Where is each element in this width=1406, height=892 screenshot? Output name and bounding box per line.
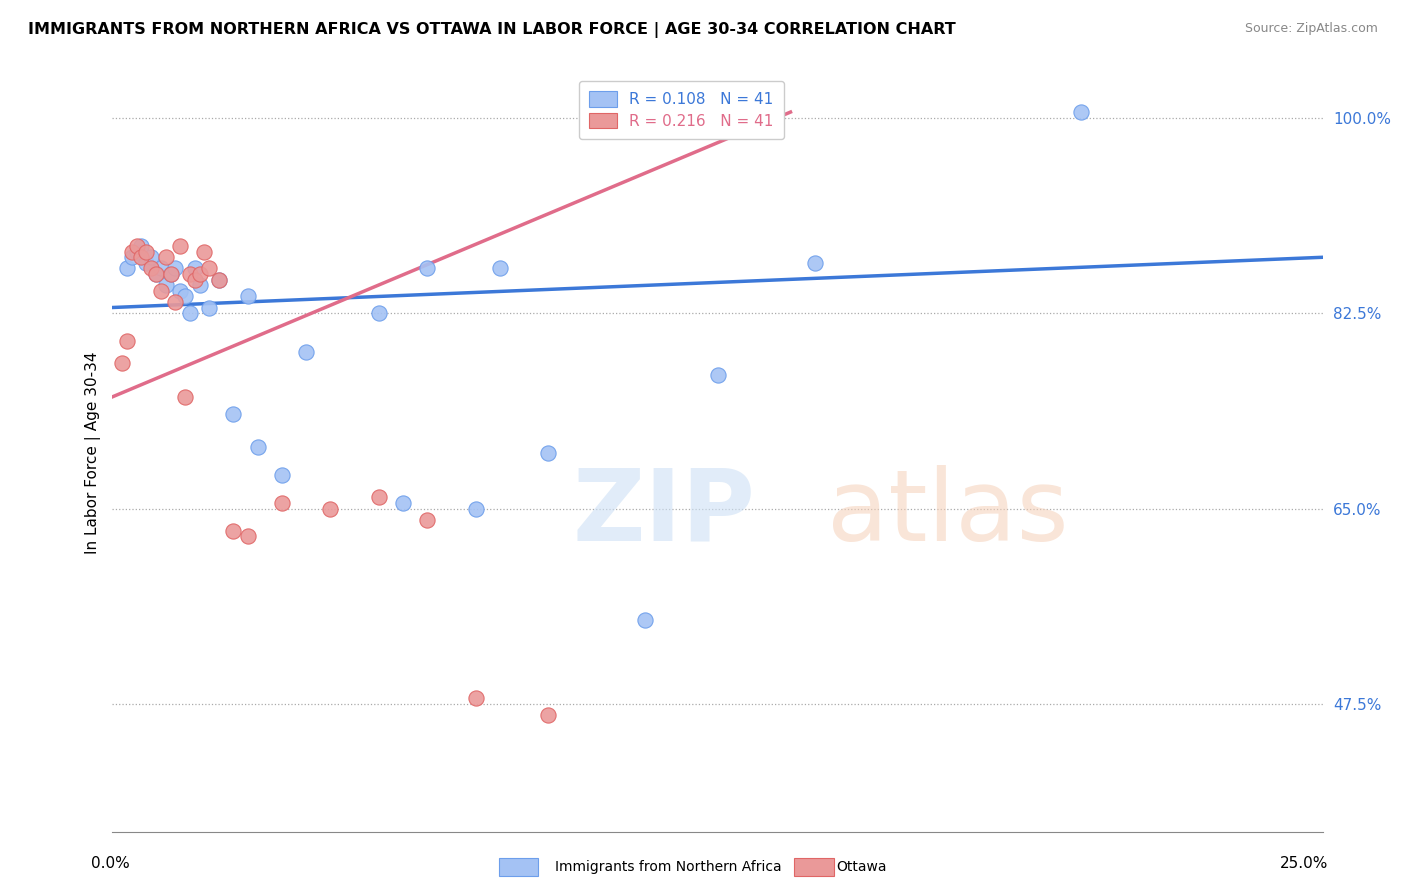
Point: [184, 272, 207, 286]
Legend: R = 0.108   N = 41, R = 0.216   N = 41: R = 0.108 N = 41, R = 0.216 N = 41: [579, 80, 785, 139]
Text: Ottawa: Ottawa: [837, 860, 887, 874]
Point: [208, 272, 231, 286]
Point: [464, 501, 486, 516]
Point: [416, 513, 439, 527]
Text: IMMIGRANTS FROM NORTHERN AFRICA VS OTTAWA IN LABOR FORCE | AGE 30-34 CORRELATION: IMMIGRANTS FROM NORTHERN AFRICA VS OTTAW…: [28, 22, 956, 38]
Point: [246, 440, 269, 454]
Point: [222, 524, 245, 538]
Point: [159, 267, 181, 281]
Point: [236, 289, 259, 303]
Point: [537, 445, 560, 459]
Point: [489, 261, 512, 276]
Point: [208, 272, 231, 286]
Point: [707, 368, 730, 382]
Point: [131, 239, 153, 253]
Point: [367, 491, 389, 505]
Point: [188, 278, 211, 293]
Point: [174, 289, 197, 303]
Point: [464, 691, 486, 706]
Point: [188, 267, 211, 281]
Point: [135, 256, 157, 270]
Point: [184, 261, 207, 276]
Point: [165, 261, 187, 276]
Y-axis label: In Labor Force | Age 30-34: In Labor Force | Age 30-34: [86, 351, 101, 554]
Point: [149, 261, 172, 276]
Point: [1070, 105, 1092, 120]
Point: [131, 250, 153, 264]
Text: 25.0%: 25.0%: [1281, 856, 1329, 871]
Point: [145, 267, 167, 281]
Point: [125, 239, 148, 253]
Point: [803, 256, 825, 270]
Point: [135, 244, 157, 259]
Point: [115, 334, 138, 348]
Point: [169, 284, 191, 298]
Point: [236, 529, 259, 543]
Point: [295, 345, 318, 359]
Point: [141, 250, 163, 264]
Point: [416, 261, 439, 276]
Point: [319, 501, 342, 516]
Text: Immigrants from Northern Africa: Immigrants from Northern Africa: [555, 860, 782, 874]
Point: [222, 407, 245, 421]
Point: [145, 267, 167, 281]
Point: [165, 294, 187, 309]
Point: [149, 284, 172, 298]
Point: [125, 244, 148, 259]
Text: atlas: atlas: [827, 465, 1069, 562]
Text: ZIP: ZIP: [572, 465, 755, 562]
Point: [367, 306, 389, 320]
Point: [198, 261, 221, 276]
Point: [179, 306, 201, 320]
Point: [198, 301, 221, 315]
Text: 0.0%: 0.0%: [91, 856, 131, 871]
Point: [271, 468, 294, 483]
Point: [155, 250, 177, 264]
Point: [537, 708, 560, 723]
Point: [634, 613, 657, 627]
Point: [155, 278, 177, 293]
Point: [392, 496, 415, 510]
Point: [169, 239, 191, 253]
Text: Source: ZipAtlas.com: Source: ZipAtlas.com: [1244, 22, 1378, 36]
Point: [111, 356, 134, 370]
Point: [159, 267, 181, 281]
Point: [121, 250, 143, 264]
Point: [271, 496, 294, 510]
Point: [115, 261, 138, 276]
Point: [174, 390, 197, 404]
Point: [141, 261, 163, 276]
Point: [121, 244, 143, 259]
Point: [193, 244, 215, 259]
Point: [179, 267, 201, 281]
